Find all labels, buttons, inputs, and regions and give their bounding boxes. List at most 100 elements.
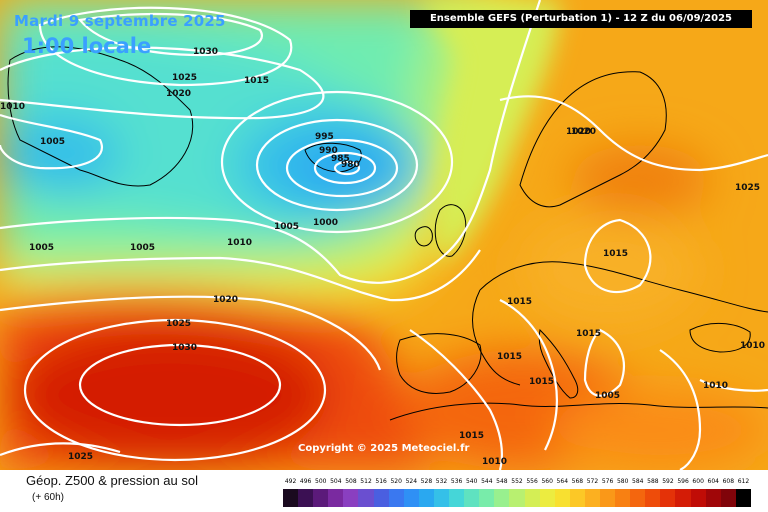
legend-swatch [584,489,600,507]
legend-swatch [343,489,359,507]
isobar-label: 1010 [482,457,507,467]
legend-label: 580 [616,478,629,485]
legend-label: 504 [330,478,342,485]
isobar-label: 985 [331,154,350,164]
legend-label: 560 [541,478,553,485]
isobar-label: 1030 [172,343,197,353]
isobar-label: 1005 [274,222,299,232]
legend-swatch [690,489,706,507]
isobar-label: 1005 [40,137,65,147]
legend-label: 600 [692,478,704,485]
z500-field [0,0,768,470]
legend-label: 520 [390,478,402,485]
isobar-label: 1010 [227,238,252,248]
legend-swatch [464,489,480,507]
legend-label: 492 [284,478,297,485]
legend-label: 548 [496,478,508,485]
legend-label: 556 [526,478,538,485]
legend-label: 604 [707,478,719,485]
isobar-label: 1015 [244,76,269,86]
legend-label: 508 [345,478,357,485]
legend-label: 568 [571,478,584,485]
legend-label: 576 [601,478,614,485]
map-field-title: Géop. Z500 & pression au sol [26,473,198,488]
legend-label: 592 [662,478,674,485]
isobar-label: 995 [315,132,334,142]
legend-label: 612 [737,478,750,485]
isobar-label: 1015 [576,329,601,339]
isobar-label: 1025 [166,319,191,329]
isobar-label: 1020 [213,295,238,305]
legend-label: 540 [465,478,478,485]
isobar-label: 1025 [68,452,93,462]
legend-swatch [705,489,721,507]
isobar-label: 990 [319,146,338,156]
legend-label: 496 [299,478,312,485]
isobar-label: 1020 [571,127,596,137]
legend-label: 512 [360,478,372,485]
legend-swatch [675,489,691,507]
isobar-label: 1020 [566,127,591,137]
isobar-label: 1020 [166,89,191,99]
legend-swatch [433,489,450,507]
legend-swatch [645,489,661,507]
legend-label: 544 [481,478,493,485]
legend-swatch [539,489,555,507]
legend-swatch [373,489,389,507]
legend-swatch [388,489,404,507]
legend-label: 532 [435,478,448,485]
isobar-label: 1010 [740,341,765,351]
legend-label: 500 [315,478,327,485]
legend-swatch [720,489,736,507]
legend-swatch [615,489,631,507]
legend-swatch [283,489,299,507]
isobar-label: 1025 [172,73,197,83]
legend-label: 572 [586,478,599,485]
map-footer: Géop. Z500 & pression au sol (+ 60h) 492… [0,470,768,512]
isobar-label: 1005 [595,391,620,401]
colour-legend [283,489,751,507]
legend-label: 596 [677,478,689,485]
isobar-label: 1015 [507,297,532,307]
legend-swatch [328,489,344,507]
legend-swatch [298,489,314,507]
legend-swatch [494,489,510,507]
isobar-label: 1000 [313,218,338,228]
isobar-label: 1015 [529,377,554,387]
legend-swatch [418,489,434,507]
isobar-label: 1010 [0,102,25,112]
model-run-banner: Ensemble GEFS (Perturbation 1) - 12 Z du… [410,10,752,28]
local-time: 1:00 locale [22,34,152,58]
legend-label: 608 [722,478,735,485]
legend-label: 564 [556,478,569,485]
legend-swatch [599,489,616,507]
legend-swatch [479,489,495,507]
legend-swatch [569,489,585,507]
legend-swatch [524,489,540,507]
legend-swatch [509,489,525,507]
legend-label: 588 [647,478,659,485]
forecast-step: (+ 60h) [32,492,64,503]
legend-swatch [449,489,465,507]
legend-label: 536 [450,478,463,485]
isobar-label: 1015 [603,249,628,259]
legend-swatch [554,489,570,507]
isobar-label: 1030 [193,47,218,57]
legend-label: 584 [632,478,644,485]
pressure-map: 1030 1025 1020 1015 1010 1005 995 990 98… [0,0,768,470]
legend-label: 552 [511,478,523,485]
legend-swatch [358,489,374,507]
forecast-date: Mardi 9 septembre 2025 [14,12,226,30]
legend-swatch [313,489,329,507]
copyright-notice: Copyright © 2025 Meteociel.fr [298,443,470,454]
legend-swatch [660,489,676,507]
isobar-label: 980 [341,160,360,170]
isobar-label: 1015 [459,431,484,441]
isobars [0,0,768,470]
legend-swatch [735,489,751,507]
isobar-label: 1025 [735,183,760,193]
isobar-label: 1015 [497,352,522,362]
legend-label: 528 [420,478,433,485]
isobar-label: 1005 [29,243,54,253]
